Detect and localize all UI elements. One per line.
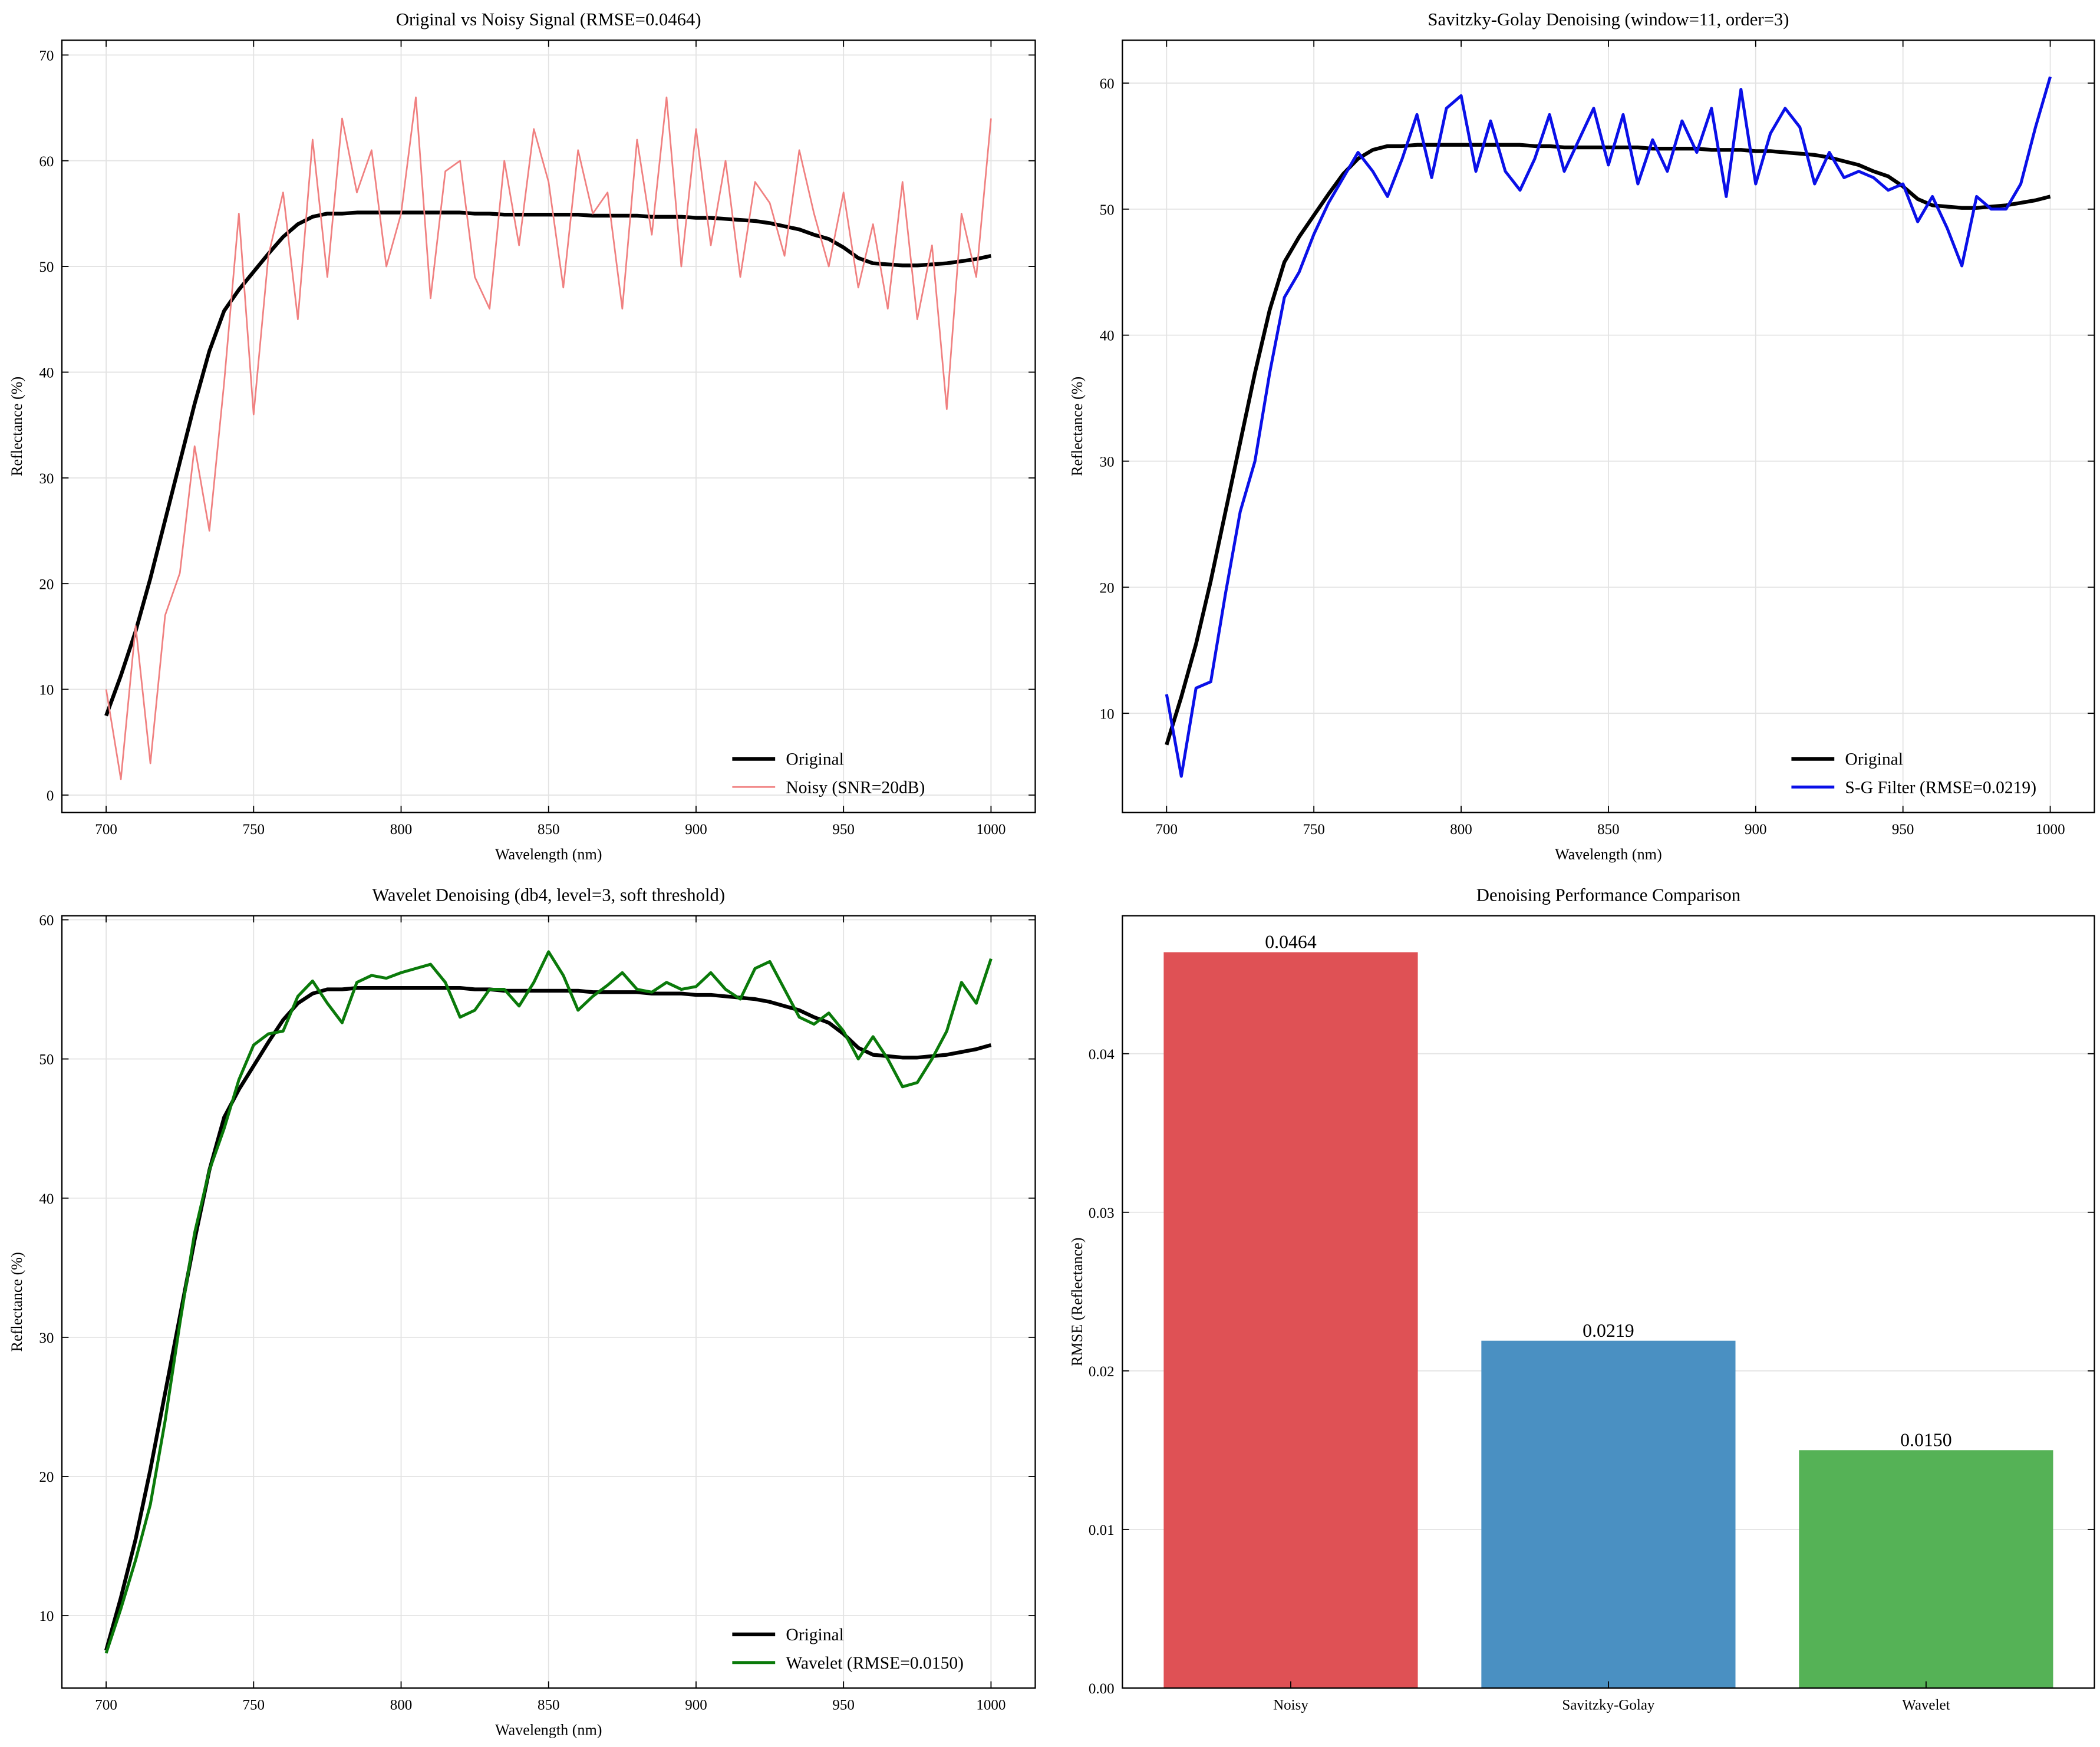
x-tick-label: 750 [243,822,265,838]
y-tick-label: 0 [47,788,54,804]
y-tick-label: 40 [39,365,54,381]
y-tick-label: 0.04 [1089,1047,1115,1063]
y-tick-label: 30 [39,1330,54,1346]
y-tick-label: 70 [39,48,54,64]
bar [1481,1340,1736,1688]
x-tick-label: 750 [243,1697,265,1713]
data-line [105,96,992,780]
y-tick-label: 20 [1100,580,1115,596]
x-tick-label: 900 [685,1697,707,1713]
plot-frame [1122,915,2095,1689]
x-axis-label: Wavelength (nm) [495,846,602,863]
y-tick-label: 50 [39,259,54,275]
x-tick-label: 950 [832,822,855,838]
y-axis-label: Reflectance (%) [1069,377,1086,476]
x-tick-label: 950 [1892,822,1914,838]
y-tick-label: 50 [39,1052,54,1068]
y-axis-label: Reflectance (%) [8,377,25,476]
y-tick-label: 0.01 [1089,1522,1115,1538]
y-tick-label: 50 [1100,202,1115,218]
subplot: 10 20 30 40 50 60 700 750 800 850 900 950 1000 Savitz… [1069,9,2095,863]
chart-title: Wavelet Denoising (db4, level=3, soft th… [372,885,725,905]
y-tick-label: 30 [39,471,54,487]
y-tick-label: 10 [1100,706,1115,722]
x-tick-label: 700 [95,822,117,838]
x-tick-label: 1000 [2036,822,2065,838]
x-tick-label: Noisy [1273,1697,1308,1713]
y-axis-label: Reflectance (%) [8,1252,25,1352]
x-tick-label: 850 [538,1697,560,1713]
data-line [104,210,992,717]
legend-label: S-G Filter (RMSE=0.0219) [1845,779,2036,797]
y-tick-label: 60 [39,913,54,929]
subplot: 10 20 30 40 50 60 700 750 800 850 900 950 1000 Wavele… [8,885,1036,1739]
y-axis-label: RMSE (Reflectance) [1069,1238,1086,1366]
y-tick-label: 40 [1100,328,1115,344]
chart-title: Denoising Performance Comparison [1476,885,1740,905]
bar-value-label: 0.0150 [1900,1430,1952,1451]
y-tick-label: 10 [39,1608,54,1624]
plot-frame [61,915,1036,1689]
x-tick-label: 850 [538,822,560,838]
y-tick-label: 30 [1100,454,1115,470]
legend-label: Noisy (SNR=20dB) [786,779,925,797]
chart-title: Original vs Noisy Signal (RMSE=0.0464) [396,9,701,29]
x-tick-label: Wavelet [1902,1697,1950,1713]
y-tick-label: 20 [39,576,54,592]
x-tick-label: 1000 [976,1697,1006,1713]
y-tick-label: 0.02 [1089,1364,1115,1380]
x-tick-label: 800 [390,822,413,838]
bar-value-label: 0.0464 [1265,932,1317,952]
y-tick-label: 0.00 [1089,1681,1115,1697]
data-line [104,950,993,1654]
x-tick-label: 750 [1303,822,1325,838]
x-tick-label: 950 [832,1697,855,1713]
x-tick-label: 700 [95,1697,117,1713]
y-tick-label: 0.03 [1089,1205,1115,1221]
bar [1799,1450,2053,1688]
legend-label: Original [786,1626,844,1644]
x-tick-label: 850 [1597,822,1620,838]
subplot: 0.00 0.01 0.02 0.03 0.04 Denoising Performanc… [1069,885,2095,1713]
legend-label: Wavelet (RMSE=0.0150) [786,1654,964,1673]
x-tick-label: 800 [390,1697,413,1713]
x-axis-label: Wavelength (nm) [495,1722,602,1739]
bar-value-label: 0.0219 [1583,1320,1634,1341]
x-axis-label: Wavelength (nm) [1555,846,1662,863]
x-tick-label: 900 [1745,822,1767,838]
chart-title: Savitzky-Golay Denoising (window=11, ord… [1428,9,1789,29]
plot-frame [1122,39,2095,813]
x-tick-label: 900 [685,822,707,838]
legend-label: Original [1845,750,1903,769]
plot-frame [61,39,1036,813]
y-tick-label: 60 [39,154,54,170]
y-tick-label: 20 [39,1469,54,1485]
data-line [1165,76,2052,778]
legend-label: Original [786,750,844,769]
subplot: 0 10 20 30 40 50 60 70 700 750 800 850 900 950 1000 Ori… [8,9,1036,863]
y-tick-label: 60 [1100,76,1115,92]
x-tick-label: 1000 [976,822,1006,838]
x-tick-label: 800 [1450,822,1472,838]
bar [1163,952,1418,1688]
x-tick-label: 700 [1156,822,1178,838]
x-tick-label: Savitzky-Golay [1562,1697,1654,1713]
y-tick-label: 40 [39,1191,54,1207]
y-tick-label: 10 [39,683,54,698]
